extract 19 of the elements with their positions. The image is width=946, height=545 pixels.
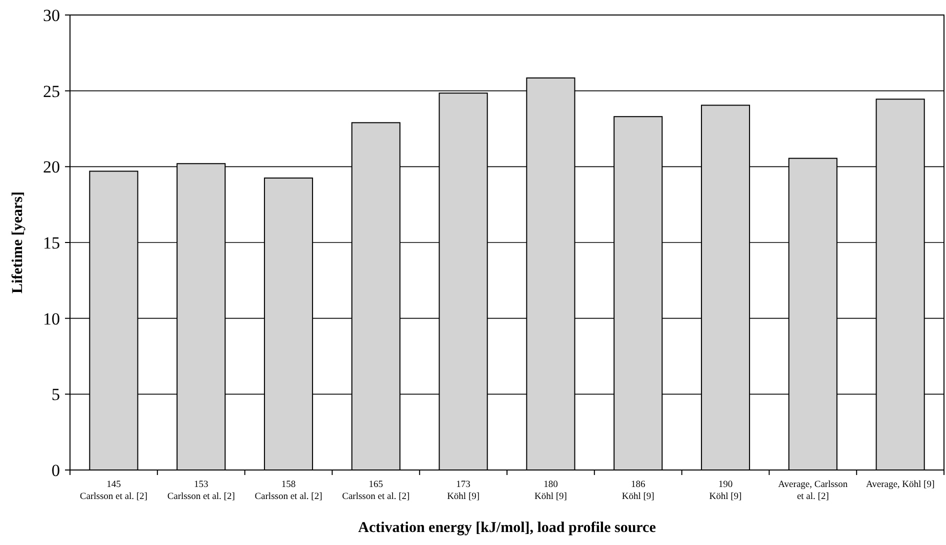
x-tick-label: 186 Köhl [9] [622,480,654,502]
x-tick-label: 165 Carlsson et al. [2] [342,480,410,502]
y-tick-label: 10 [43,309,60,328]
y-tick-label: 15 [43,233,60,252]
y-tick-label: 30 [43,6,60,25]
x-tick-label: 180 Köhl [9] [534,480,567,502]
y-tick-label: 25 [43,82,60,101]
y-axis-title: Lifetime [years] [10,191,26,294]
x-tick-label: 190 Köhl [9] [709,480,742,502]
x-tick-label: 153 Carlsson et al. [2] [167,480,235,502]
x-tick-label: 158 Carlsson et al. [2] [254,480,322,502]
y-tick-label: 0 [52,460,60,480]
x-tick-label: 145 Carlsson et al. [2] [80,480,148,502]
y-tick-label: 5 [52,385,60,404]
x-tick-label: Average, Köhl [9] [866,480,935,490]
x-tick-label: Average, Carlsson et al. [2] [778,480,848,502]
x-axis-title: Activation energy [kJ/mol], load profile source [358,520,656,536]
y-tick-label: 20 [43,158,60,177]
x-tick-label: 173 Köhl [9] [447,480,480,502]
